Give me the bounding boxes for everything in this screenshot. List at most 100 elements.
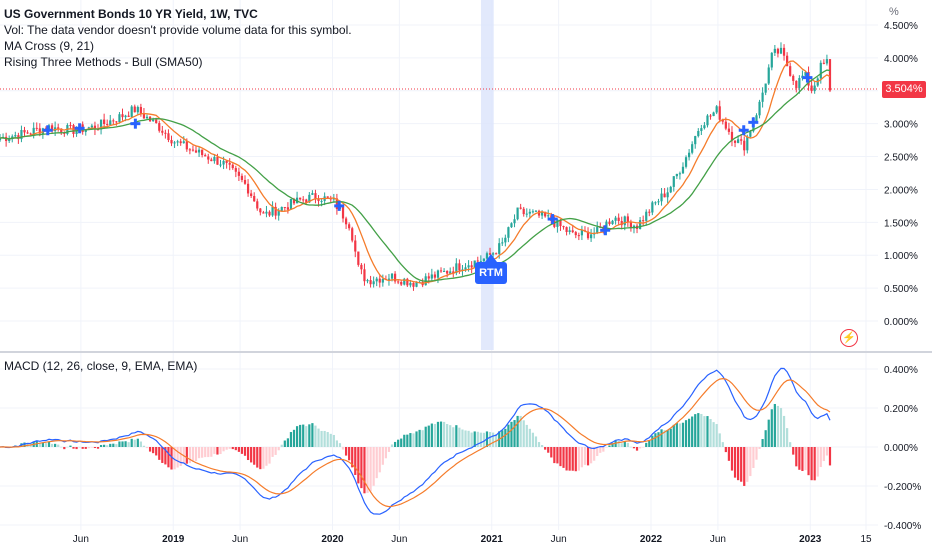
macd-hist-bar: [611, 443, 614, 447]
candle-body: [614, 217, 617, 221]
candle-body: [387, 278, 391, 280]
macd-hist-bar: [403, 434, 406, 447]
macd-tick-label: -0.200%: [884, 482, 921, 493]
ma-cross-label[interactable]: MA Cross (9, 21): [4, 39, 95, 53]
candle-body: [139, 106, 142, 114]
candle-body: [617, 217, 620, 221]
macd-hist-bar: [580, 447, 584, 468]
candle-body: [577, 235, 580, 237]
price-tick-label: 1.000%: [884, 251, 918, 262]
macd-hist-bar: [540, 445, 544, 447]
macd-hist-bar: [366, 447, 369, 493]
candle-body: [253, 195, 256, 202]
macd-hist-bar: [773, 403, 776, 447]
time-axis[interactable]: Jun 2019 Jun 2020 Jun 2021 Jun 2022 Jun 2023 15: [73, 534, 872, 545]
macd-hist-bar: [648, 440, 651, 447]
macd-hist-bar: [50, 443, 54, 447]
pattern-label[interactable]: Rising Three Methods - Bull (SMA50): [4, 55, 203, 69]
candle-body: [406, 278, 409, 286]
candle-body: [449, 271, 452, 274]
macd-hist-bar: [473, 431, 476, 447]
symbol-title[interactable]: US Government Bonds 10 YR Yield, 1W, TVC: [4, 7, 258, 21]
macd-hist-bar: [626, 442, 629, 447]
macd-hist-bar: [268, 447, 271, 464]
macd-hist-bar: [608, 445, 611, 447]
candle-body: [142, 113, 146, 119]
macd-hist-bar: [828, 447, 832, 466]
macd-hist-bar: [185, 447, 188, 464]
candle-body: [531, 211, 535, 213]
macd-hist-bar: [504, 428, 507, 447]
price-axis[interactable]: 4.500%4.000%3.500%3.000%2.500%2.000%1.50…: [884, 21, 918, 328]
candle-body: [458, 263, 461, 271]
macd-histogram: [0, 403, 832, 494]
candle-body: [743, 140, 746, 151]
candle-body: [556, 219, 559, 227]
time-tick-label: Jun: [710, 534, 726, 545]
candle-body: [393, 273, 397, 282]
macd-axis[interactable]: 0.400% 0.200% 0.000% -0.200% -0.400%: [884, 365, 921, 532]
candle-body: [197, 149, 201, 153]
candle-body: [687, 152, 691, 158]
candle-body: [709, 115, 712, 117]
time-tick-label: 2023: [799, 534, 822, 545]
candle-body: [721, 119, 724, 122]
price-tick-label: 4.000%: [884, 54, 918, 65]
macd-hist-bar: [449, 425, 452, 447]
candle-body: [188, 149, 191, 151]
macd-hist-bar: [412, 433, 415, 447]
macd-hist-bar: [216, 447, 219, 455]
candle-body: [568, 230, 571, 232]
candle-body: [112, 120, 115, 122]
candle-body: [93, 125, 97, 130]
ma-fast-line: [0, 60, 831, 284]
macd-hist-bar: [687, 418, 691, 447]
percent-scale-icon[interactable]: %: [889, 6, 899, 18]
macd-hist-bar: [583, 447, 587, 465]
candle-body: [271, 206, 274, 216]
macd-hist-bar: [525, 424, 528, 447]
candle-body: [289, 198, 293, 210]
macd-hist-bar: [237, 447, 240, 452]
candle-body: [547, 215, 550, 217]
macd-hist-bar: [243, 447, 247, 456]
macd-hist-bar: [332, 434, 335, 447]
rtm-arrow-icon: [485, 254, 497, 262]
candle-body: [302, 199, 305, 201]
rtm-signal-badge[interactable]: RTM: [475, 262, 507, 284]
candle-body: [164, 132, 167, 134]
macd-hist-bar: [170, 447, 173, 470]
candle-body: [770, 52, 773, 68]
macd-hist-bar: [197, 447, 201, 459]
candle-body: [225, 160, 228, 163]
macd-legend[interactable]: MACD (12, 26, close, 9, EMA, EMA): [4, 359, 198, 373]
candle-body: [182, 141, 185, 144]
candle-body: [495, 253, 498, 255]
macd-hist-bar: [231, 447, 234, 450]
macd-hist-bar: [121, 441, 124, 447]
candle-body: [20, 130, 23, 140]
candle-body: [250, 193, 253, 196]
macd-hist-bar: [700, 413, 703, 447]
macd-hist-bar: [813, 447, 816, 481]
macd-hist-bar: [253, 447, 256, 465]
lightning-icon[interactable]: ⚡: [840, 329, 858, 347]
macd-hist-bar: [127, 442, 130, 447]
macd-hist-bar: [605, 447, 608, 448]
macd-hist-bar: [289, 432, 293, 447]
candle-body: [694, 136, 697, 145]
macd-hist-bar: [44, 443, 48, 447]
price-tick-label: 4.500%: [884, 21, 918, 32]
candle-body: [351, 228, 354, 241]
candle-body: [620, 220, 623, 226]
macd-hist-bar: [825, 447, 829, 456]
macd-hist-bar: [663, 430, 666, 447]
candle-body: [161, 130, 164, 133]
candle-body: [69, 125, 72, 127]
macd-hist-bar: [819, 447, 822, 468]
macd-hist-bar: [776, 405, 780, 447]
macd-hist-bar: [109, 443, 112, 447]
macd-hist-bar: [234, 447, 237, 451]
macd-hist-bar: [348, 447, 351, 461]
